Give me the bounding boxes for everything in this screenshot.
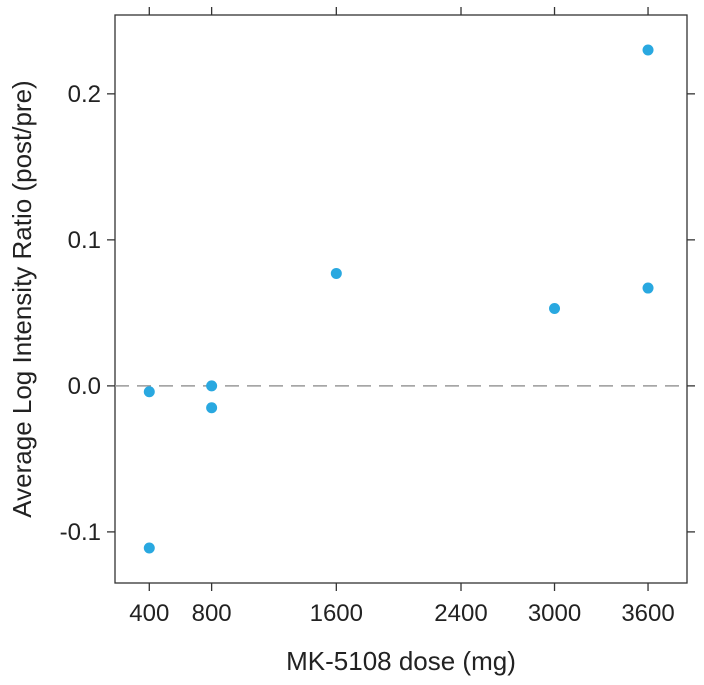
data-point [143,542,155,554]
plot-frame [114,14,688,584]
data-point [642,44,654,56]
x-tick-labels: 400 800 1600 2400 3000 3600 [129,600,674,627]
y-tick-label: 0.2 [68,81,101,108]
data-points [143,44,654,554]
x-axis-title: MK-5108 dose (mg) [286,646,516,676]
y-tick-label: 0.1 [68,227,101,254]
y-tick-label: -0.1 [60,519,101,546]
y-axis-title: Average Log Intensity Ratio (post/pre) [7,80,37,517]
x-tick-label: 3600 [621,600,674,627]
x-tick-label: 400 [129,600,169,627]
axis-ticks [107,7,695,591]
data-point [206,402,218,414]
x-tick-label: 2400 [434,600,487,627]
y-tick-labels: -0.1 0.0 0.1 0.2 [60,81,101,546]
x-tick-label: 800 [192,600,232,627]
y-tick-label: 0.0 [68,373,101,400]
data-point [143,386,155,398]
data-point [206,380,218,392]
x-tick-label: 3000 [528,600,581,627]
x-tick-label: 1600 [310,600,363,627]
data-point [642,282,654,294]
data-point [549,302,561,314]
data-point [330,267,342,279]
